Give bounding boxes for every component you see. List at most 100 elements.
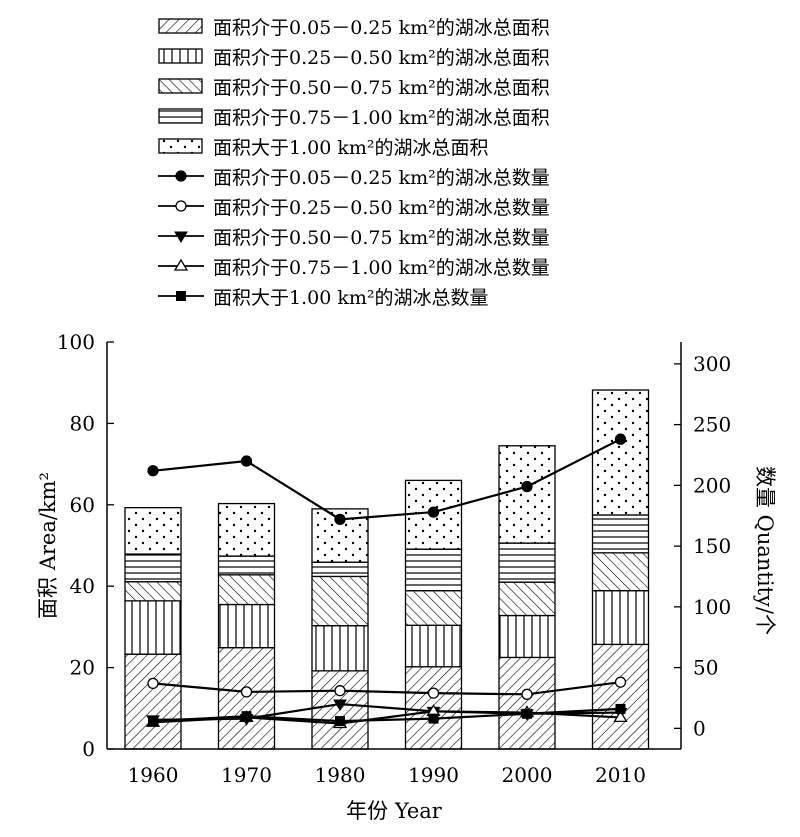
legend-swatch-3 <box>158 78 203 94</box>
y-right-tick-label-150: 150 <box>693 534 731 558</box>
count-point-1-1970 <box>240 455 253 467</box>
x-tick-label-1990: 1990 <box>408 763 459 787</box>
legend-item-10: 面积大于1.00 km²的湖冰总数量 <box>158 287 489 309</box>
legend-swatch-5 <box>158 138 203 154</box>
x-tick-label-2010: 2010 <box>595 763 646 787</box>
count-point-2-2000 <box>521 688 533 700</box>
y-right-tick-label-50: 50 <box>693 656 718 680</box>
x-tick-label-1960: 1960 <box>128 763 179 787</box>
count-point-2-1980 <box>334 685 346 697</box>
bar-2000-segment-4 <box>498 542 556 583</box>
y-right-tick-label-250: 250 <box>693 413 731 437</box>
count-point-1-1980 <box>334 513 346 526</box>
y-left-tick-label-20: 20 <box>70 656 95 680</box>
bar-1980-segment-4 <box>311 561 369 578</box>
bar-1960-segment-4 <box>124 553 182 583</box>
legend-item-3: 面积介于0.50－0.75 km²的湖冰总面积 <box>158 77 550 99</box>
bar-1970-segment-3 <box>217 574 276 606</box>
bar-1960-segment-1 <box>124 653 182 750</box>
legend-item-1: 面积介于0.05－0.25 km²的湖冰总面积 <box>158 17 550 39</box>
count-point-2-1990 <box>427 687 440 699</box>
bar-2010-segment-1 <box>591 643 650 750</box>
bar-1960-segment-2 <box>124 600 182 655</box>
count-line-5 <box>152 707 621 723</box>
bar-1970-segment-1 <box>217 647 276 750</box>
count-point-5-1990 <box>428 713 439 724</box>
y-right-tick-label-100: 100 <box>693 595 731 619</box>
legend-label-7: 面积介于0.25－0.50 km²的湖冰总数量 <box>213 197 550 219</box>
x-tick-label-1970: 1970 <box>221 763 272 787</box>
bar-1970-segment-5 <box>217 502 276 557</box>
legend-item-4: 面积介于0.75－1.00 km²的湖冰总面积 <box>158 107 550 129</box>
bar-2010-segment-4 <box>591 514 650 554</box>
count-point-5-2010 <box>615 703 626 714</box>
bar-2010-segment-2 <box>591 590 650 646</box>
legend-marker-7 <box>175 200 187 212</box>
x-tick-label-1980: 1980 <box>315 763 366 787</box>
y-right-tick-label-300: 300 <box>693 352 731 376</box>
legend-label-10: 面积大于1.00 km²的湖冰总数量 <box>213 287 489 309</box>
legend-swatch-4 <box>158 108 203 124</box>
bar-2000-segment-1 <box>498 656 556 750</box>
y-right-tick-label-0: 0 <box>693 716 706 740</box>
legend-label-4: 面积介于0.75－1.00 km²的湖冰总面积 <box>213 107 550 129</box>
legend-item-2: 面积介于0.25－0.50 km²的湖冰总面积 <box>158 47 550 69</box>
bar-1970-segment-4 <box>217 555 276 576</box>
count-line-2 <box>152 681 621 696</box>
bar-2010-segment-3 <box>591 552 650 592</box>
legend-label-5: 面积大于1.00 km²的湖冰总面积 <box>213 137 489 159</box>
legend-marker-10 <box>176 291 186 301</box>
y-left-tick-label-60: 60 <box>70 493 95 517</box>
legend-marker-9 <box>173 258 189 271</box>
legend-swatch-2 <box>158 48 203 64</box>
stacked-bars <box>124 389 650 750</box>
bar-1960-segment-5 <box>124 506 182 555</box>
count-point-2-2010 <box>614 676 627 688</box>
bar-1980-segment-2 <box>311 625 369 672</box>
y-left-axis-title: 面积 Area/km² <box>36 472 60 619</box>
y-right-tick-label-200: 200 <box>693 473 731 497</box>
count-point-5-1970 <box>241 711 252 722</box>
count-point-4-2010 <box>613 710 628 723</box>
count-point-1-2000 <box>521 480 533 493</box>
count-line-1 <box>152 438 621 521</box>
bar-1990-segment-2 <box>404 624 463 668</box>
count-point-1-1990 <box>427 506 440 518</box>
bar-2000-segment-2 <box>498 614 556 659</box>
count-point-5-2000 <box>522 708 532 719</box>
legend-item-5: 面积大于1.00 km²的湖冰总面积 <box>158 137 489 159</box>
bar-1960-segment-3 <box>124 581 182 602</box>
bar-1990-segment-4 <box>404 548 463 592</box>
legend-label-6: 面积介于0.05－0.25 km²的湖冰总数量 <box>213 167 550 189</box>
bar-1990-segment-3 <box>404 590 463 626</box>
y-left-tick-label-80: 80 <box>70 411 95 435</box>
legend-item-9: 面积介于0.75－1.00 km²的湖冰总数量 <box>158 257 550 279</box>
legend-marker-6 <box>175 170 187 182</box>
axes: 0 20 40 60 80 100 0 50 100 150 200 250 300 1960 1970 19… <box>36 330 777 823</box>
bar-2000-segment-5 <box>498 445 556 544</box>
legend-label-9: 面积介于0.75－1.00 km²的湖冰总数量 <box>213 257 550 279</box>
legend-item-7: 面积介于0.25－0.50 km²的湖冰总数量 <box>158 197 550 219</box>
count-point-1-1960 <box>147 465 159 477</box>
legend-label-3: 面积介于0.50－0.75 km²的湖冰总面积 <box>213 77 550 99</box>
bar-1970-segment-2 <box>217 603 276 649</box>
bar-2000-segment-3 <box>498 581 556 617</box>
y-left-tick-label-0: 0 <box>82 737 95 761</box>
legend-marker-8 <box>174 231 188 243</box>
count-lines <box>145 433 628 729</box>
y-left-tick-label-40: 40 <box>70 574 95 598</box>
count-point-1-2010 <box>614 433 627 445</box>
count-point-5-1980 <box>335 716 345 727</box>
legend-label-8: 面积介于0.50－0.75 km²的湖冰总数量 <box>213 227 550 249</box>
x-tick-label-2000: 2000 <box>502 763 553 787</box>
bar-1980-segment-3 <box>311 575 369 627</box>
legend-label-1: 面积介于0.05－0.25 km²的湖冰总面积 <box>213 17 550 39</box>
y-right-axis-title: 数量 Quantity/个 <box>753 466 777 635</box>
count-point-5-1960 <box>148 716 158 727</box>
legend-item-8: 面积介于0.50－0.75 km²的湖冰总数量 <box>158 227 550 249</box>
legend-label-2: 面积介于0.25－0.50 km²的湖冰总面积 <box>213 47 550 69</box>
legend-swatch-1 <box>158 18 203 34</box>
y-left-tick-label-100: 100 <box>57 330 95 354</box>
